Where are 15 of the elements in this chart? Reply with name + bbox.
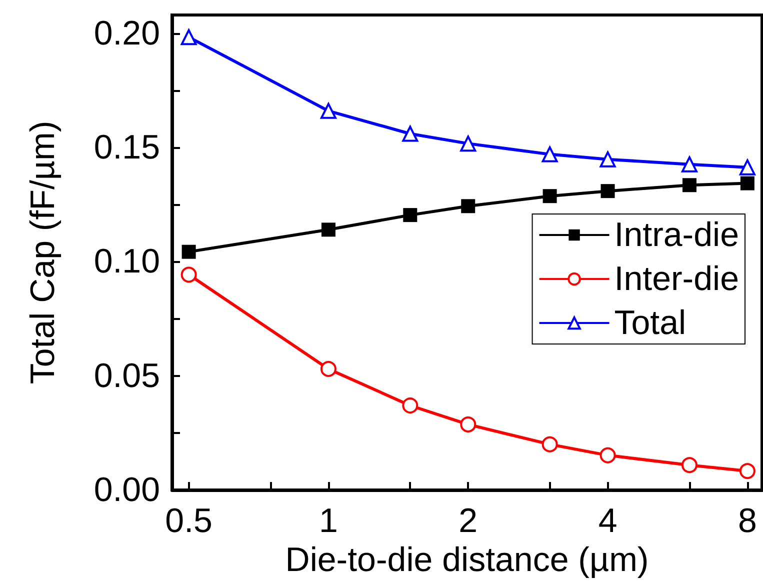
x-tick-label: 1 xyxy=(318,502,338,540)
y-tick-label: 0.20 xyxy=(94,14,160,52)
legend-label: Inter-die xyxy=(614,260,740,298)
legend-label: Total xyxy=(614,304,686,342)
y-tick-label: 0.15 xyxy=(94,128,160,166)
y-tick-label: 0.10 xyxy=(94,242,160,281)
x-tick-label: 8 xyxy=(738,502,757,540)
y-axis-title: Total Cap (fF/µm) xyxy=(24,120,62,384)
y-tick-label: 0.05 xyxy=(94,356,160,395)
y-tick-label: 0.00 xyxy=(94,471,160,509)
x-tick-label: 2 xyxy=(458,502,478,540)
x-tick-label: 4 xyxy=(598,502,618,540)
x-axis-title: Die-to-die distance (µm) xyxy=(285,540,649,579)
x-tick-label: 0.5 xyxy=(165,502,212,540)
legend-label: Intra-die xyxy=(614,216,740,254)
